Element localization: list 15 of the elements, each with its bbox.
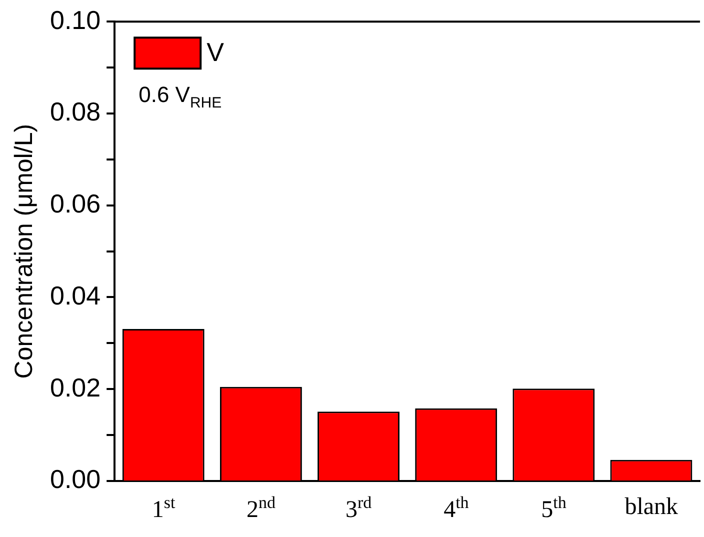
x-tick-label: 4$^{th}$ <box>444 493 469 525</box>
y-tick-label: 0.08 <box>50 96 101 127</box>
y-tick-label: 0.10 <box>50 4 101 35</box>
annotation: 0.6 V$_{RHE}$ <box>138 82 222 111</box>
x-tick-label: blank <box>624 493 678 522</box>
y-tick-label: 0.00 <box>50 464 101 494</box>
x-tick-label: 5$^{th}$ <box>541 493 566 525</box>
y-tick-label: 0.04 <box>50 280 101 310</box>
x-tick-label: 3$^{rd}$ <box>346 493 372 525</box>
y-tick-label: 0.06 <box>50 188 101 219</box>
x-tick-label: 1$^{st}$ <box>152 493 176 525</box>
x-tick-label: 2$^{nd}$ <box>246 493 276 525</box>
y-axis-title: Concentration (μmol/L) <box>10 124 38 379</box>
y-tick-label: 0.02 <box>50 372 101 402</box>
legend-label: V <box>206 36 225 67</box>
